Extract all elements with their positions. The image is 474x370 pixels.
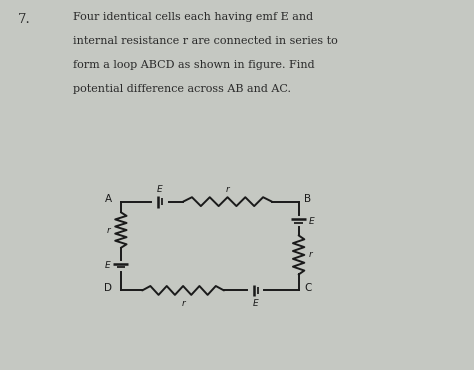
Text: r: r — [181, 299, 185, 307]
Text: C: C — [304, 283, 312, 293]
Text: B: B — [304, 194, 311, 205]
Text: Four identical cells each having emf E and: Four identical cells each having emf E a… — [73, 12, 314, 22]
Text: potential difference across AB and AC.: potential difference across AB and AC. — [73, 84, 292, 94]
Text: E: E — [105, 261, 110, 270]
Text: r: r — [107, 226, 110, 235]
Text: 7.: 7. — [18, 13, 31, 26]
Text: E: E — [309, 217, 315, 226]
Text: E: E — [253, 299, 259, 307]
Text: form a loop ABCD as shown in figure. Find: form a loop ABCD as shown in figure. Fin… — [73, 60, 315, 70]
Text: r: r — [309, 250, 313, 259]
Text: r: r — [226, 185, 229, 194]
Text: internal resistance r are connected in series to: internal resistance r are connected in s… — [73, 36, 338, 46]
Text: A: A — [105, 194, 112, 205]
Text: D: D — [104, 283, 112, 293]
Text: E: E — [157, 185, 163, 194]
